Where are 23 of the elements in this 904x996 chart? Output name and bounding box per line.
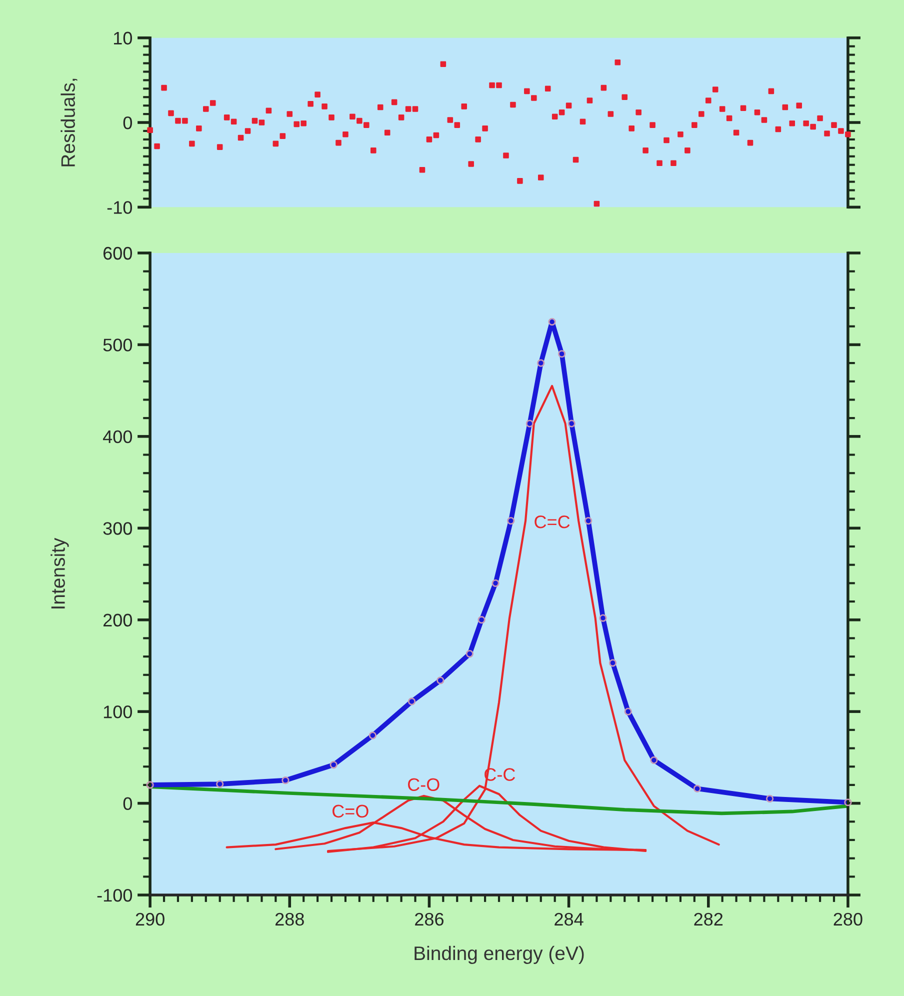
y-axis-title: Residuals, — [60, 78, 78, 166]
y-tick-label: 200 — [103, 614, 132, 627]
x-tick-label: 280 — [834, 912, 862, 926]
y-tick-label: -100 — [97, 888, 132, 902]
x-tick-label: 288 — [275, 912, 304, 926]
x-tick-label: 284 — [554, 912, 584, 926]
y-tick-label: 400 — [102, 430, 132, 444]
series-label: C-O — [408, 778, 440, 791]
series-label: C=C — [534, 515, 570, 528]
x-tick-label: 282 — [694, 912, 723, 926]
y-tick-label: 300 — [103, 522, 132, 535]
y-tick-label: 600 — [104, 246, 132, 260]
x-tick-label: 286 — [415, 912, 444, 926]
x-tick-label: 290 — [136, 912, 164, 926]
y-tick-label: 100 — [104, 706, 132, 718]
y-axis-title: Intensity — [50, 538, 69, 608]
y-tick-label: 0 — [123, 797, 132, 810]
y-tick-label: -10 — [107, 201, 132, 214]
y-tick-label: 10 — [114, 32, 132, 45]
y-tick-label: 500 — [103, 338, 132, 352]
series-label: C=O — [332, 804, 368, 818]
y-tick-label: 0 — [123, 116, 132, 130]
x-axis-title: Binding energy (eV) — [414, 946, 584, 964]
